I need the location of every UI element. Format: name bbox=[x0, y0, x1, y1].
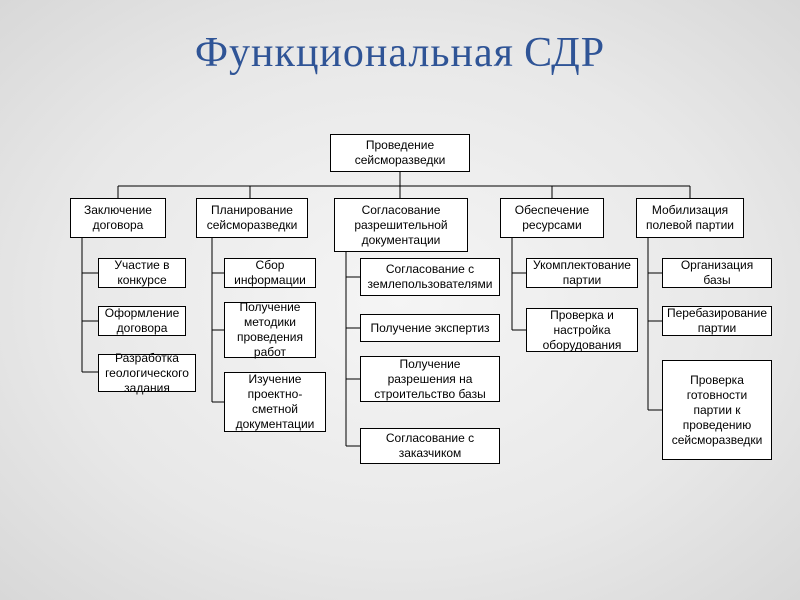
node-branch-4: Мобилизация полевой партии bbox=[636, 198, 744, 238]
node-branch-0: Заключение договора bbox=[70, 198, 166, 238]
node-leaf: Сбор информации bbox=[224, 258, 316, 288]
node-leaf: Изучение проектно-сметной документации bbox=[224, 372, 326, 432]
node-leaf: Перебазирование партии bbox=[662, 306, 772, 336]
node-leaf: Проверка готовности партии к проведению … bbox=[662, 360, 772, 460]
node-leaf: Организация базы bbox=[662, 258, 772, 288]
node-leaf: Получение разрешения на строительство ба… bbox=[360, 356, 500, 402]
node-root: Проведение сейсморазведки bbox=[330, 134, 470, 172]
node-leaf: Согласование с заказчиком bbox=[360, 428, 500, 464]
node-leaf: Участие в конкурсе bbox=[98, 258, 186, 288]
wbs-chart: Проведение сейсморазведки Заключение дог… bbox=[0, 130, 800, 590]
node-leaf: Получение экспертиз bbox=[360, 314, 500, 342]
node-branch-1: Планирование сейсморазведки bbox=[196, 198, 308, 238]
node-leaf: Оформление договора bbox=[98, 306, 186, 336]
node-branch-2: Согласование разрешительной документации bbox=[334, 198, 468, 252]
slide-title: Функциональная СДР bbox=[0, 28, 800, 77]
node-leaf: Разработка геологического задания bbox=[98, 354, 196, 392]
node-leaf: Укомплектование партии bbox=[526, 258, 638, 288]
node-leaf: Проверка и настройка оборудования bbox=[526, 308, 638, 352]
node-leaf: Получение методики проведения работ bbox=[224, 302, 316, 358]
node-branch-3: Обеспечение ресурсами bbox=[500, 198, 604, 238]
node-leaf: Согласование с землепользователями bbox=[360, 258, 500, 296]
